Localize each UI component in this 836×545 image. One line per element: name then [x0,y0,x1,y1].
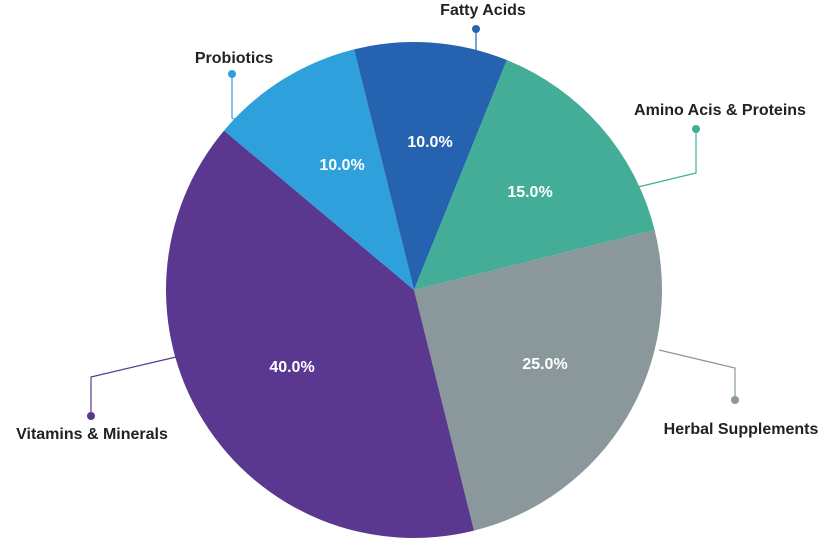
percent-label: 40.0% [269,359,314,376]
leader-line [637,129,697,188]
pie-slice [354,42,507,291]
percent-label: 10.0% [319,157,364,174]
percent-label: 25.0% [522,356,567,373]
category-label: Herbal Supplements [664,421,819,438]
leader-dot [692,125,700,133]
leader-line [658,349,736,400]
percent-label: 10.0% [407,134,452,151]
leader-line [90,356,177,416]
leader-dot [731,396,739,404]
category-label: Vitamins & Minerals [16,426,168,443]
leader-dot [472,25,480,33]
pie-slice [165,130,474,539]
pie-slice [224,49,414,290]
category-label: Fatty Acids [440,2,526,19]
leader-dot [87,412,95,420]
pie-slice [414,60,655,290]
pie-slice [414,230,662,531]
leader-line [231,74,241,123]
category-label: Amino Acis & Proteins [634,102,806,119]
leader-dot [228,70,236,78]
category-label: Probiotics [195,50,273,67]
percent-label: 15.0% [507,184,552,201]
